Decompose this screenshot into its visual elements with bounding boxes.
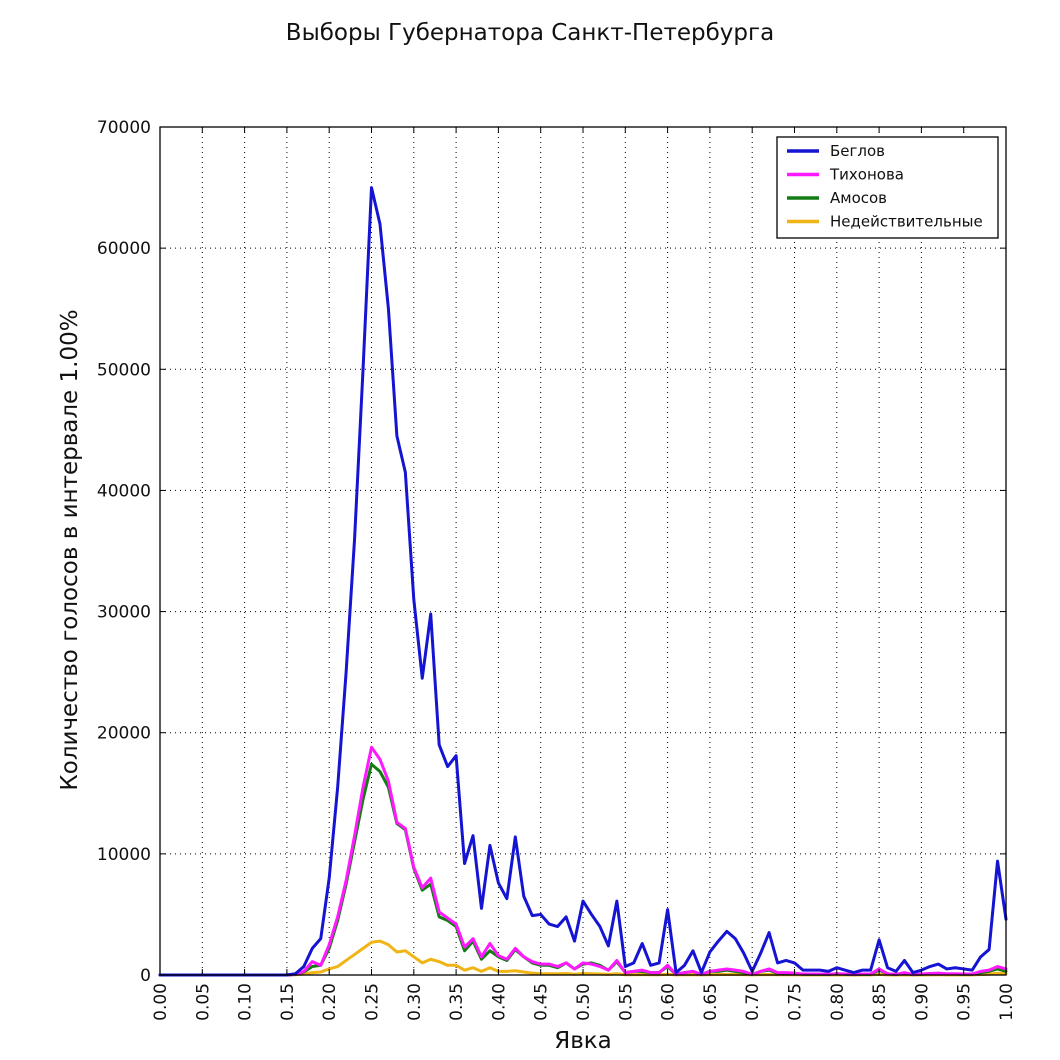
x-tick-label: 1.00 <box>997 983 1017 1021</box>
x-tick-label: 0.55 <box>616 983 636 1021</box>
x-tick-label: 0.25 <box>363 983 383 1021</box>
x-tick-label: 0.80 <box>828 983 848 1021</box>
legend-label-tikhonova: Тихонова <box>829 166 904 184</box>
x-tick-label: 0.65 <box>701 983 721 1021</box>
y-tick-label: 20000 <box>97 724 151 744</box>
y-tick-label: 40000 <box>97 481 151 501</box>
series-line-beglov <box>158 186 1008 977</box>
chart-title: Выборы Губернатора Санкт-Петербурга <box>286 20 774 46</box>
y-tick-label: 70000 <box>97 118 151 138</box>
legend-label-invalid: Недействительные <box>830 213 983 231</box>
x-axis: 0.00 0.05 0.10 0.15 0.20 0.25 0.30 0.35 0.40 0.45… <box>151 127 1017 1021</box>
x-axis-label: Явка <box>554 1028 612 1054</box>
x-tick-label: 0.70 <box>743 983 763 1021</box>
y-tick-label: 60000 <box>97 239 151 259</box>
legend: Беглов Тихонова Амосов Недействительные <box>776 136 999 239</box>
x-tick-label: 0.75 <box>786 983 806 1021</box>
x-tick-label: 0.30 <box>405 983 425 1021</box>
y-tick-label: 10000 <box>97 845 151 865</box>
legend-label-amosov: Амосов <box>830 189 887 207</box>
x-tick-label: 0.45 <box>532 983 552 1021</box>
y-tick-label: 50000 <box>97 360 151 380</box>
y-axis-label: Количество голосов в интервале 1.00% <box>57 309 83 790</box>
x-tick-label: 0.90 <box>912 983 932 1021</box>
x-tick-label: 0.40 <box>489 983 509 1021</box>
legend-label-beglov: Беглов <box>830 142 885 160</box>
x-tick-label: 0.00 <box>151 983 171 1021</box>
x-tick-label: 0.60 <box>659 983 679 1021</box>
y-tick-label: 0 <box>140 966 151 986</box>
x-tick-label: 0.35 <box>447 983 467 1021</box>
y-tick-label: 30000 <box>97 603 151 623</box>
x-tick-label: 0.20 <box>320 983 340 1021</box>
x-tick-label: 0.15 <box>278 983 298 1021</box>
y-axis: 0 10000 20000 30000 40000 50000 60000 70000 <box>97 118 1006 986</box>
x-tick-label: 0.10 <box>236 983 256 1021</box>
series-layer <box>158 186 1008 977</box>
grid-layer <box>159 126 1007 976</box>
x-tick-label: 0.05 <box>193 983 213 1021</box>
series-line-tikhonova <box>158 745 1008 977</box>
x-tick-label: 0.95 <box>955 983 975 1021</box>
x-tick-label: 0.50 <box>574 983 594 1021</box>
x-tick-label: 0.85 <box>870 983 890 1021</box>
